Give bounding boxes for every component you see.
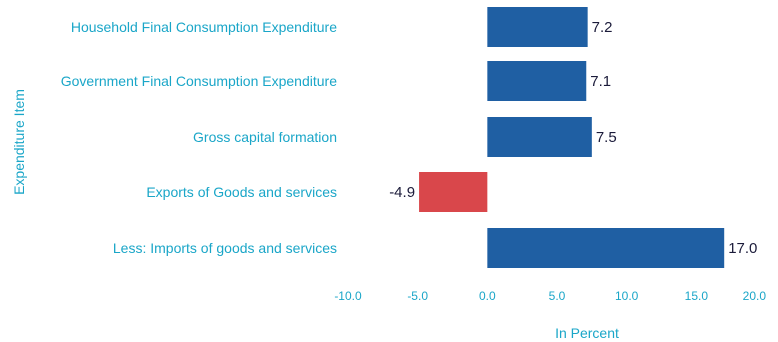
category-label: Exports of Goods and services — [146, 184, 337, 200]
data-label: 7.5 — [596, 129, 617, 146]
x-tick-label: 5.0 — [549, 289, 566, 303]
category-label: Gross capital formation — [193, 129, 337, 145]
category-label: Government Final Consumption Expenditure — [61, 73, 337, 89]
bar — [487, 117, 592, 157]
x-tick-label: -10.0 — [334, 289, 362, 303]
category-label: Less: Imports of goods and services — [113, 240, 337, 256]
category-label: Household Final Consumption Expenditure — [71, 19, 337, 35]
y-axis-title: Expenditure Item — [11, 89, 27, 195]
x-tick-label: 15.0 — [685, 289, 709, 303]
data-label: 7.2 — [592, 19, 613, 36]
x-tick-label: 10.0 — [615, 289, 639, 303]
x-axis-title: In Percent — [555, 325, 619, 341]
bar — [487, 228, 725, 268]
category-labels: Household Final Consumption Expenditure G… — [61, 19, 337, 256]
x-tick-label: -5.0 — [407, 289, 428, 303]
bar — [419, 172, 488, 212]
data-label: -4.9 — [389, 184, 415, 201]
bars — [419, 7, 725, 268]
value-labels: 7.2 7.1 7.5 -4.9 17.0 — [389, 19, 757, 257]
x-tick-label: 0.0 — [479, 289, 496, 303]
data-label: 7.1 — [590, 73, 611, 90]
data-label: 17.0 — [728, 240, 757, 257]
bar — [487, 61, 587, 101]
x-tick-labels: -10.0 -5.0 0.0 5.0 10.0 15.0 20.0 — [334, 289, 766, 303]
x-tick-label: 20.0 — [743, 289, 767, 303]
bar — [487, 7, 588, 47]
